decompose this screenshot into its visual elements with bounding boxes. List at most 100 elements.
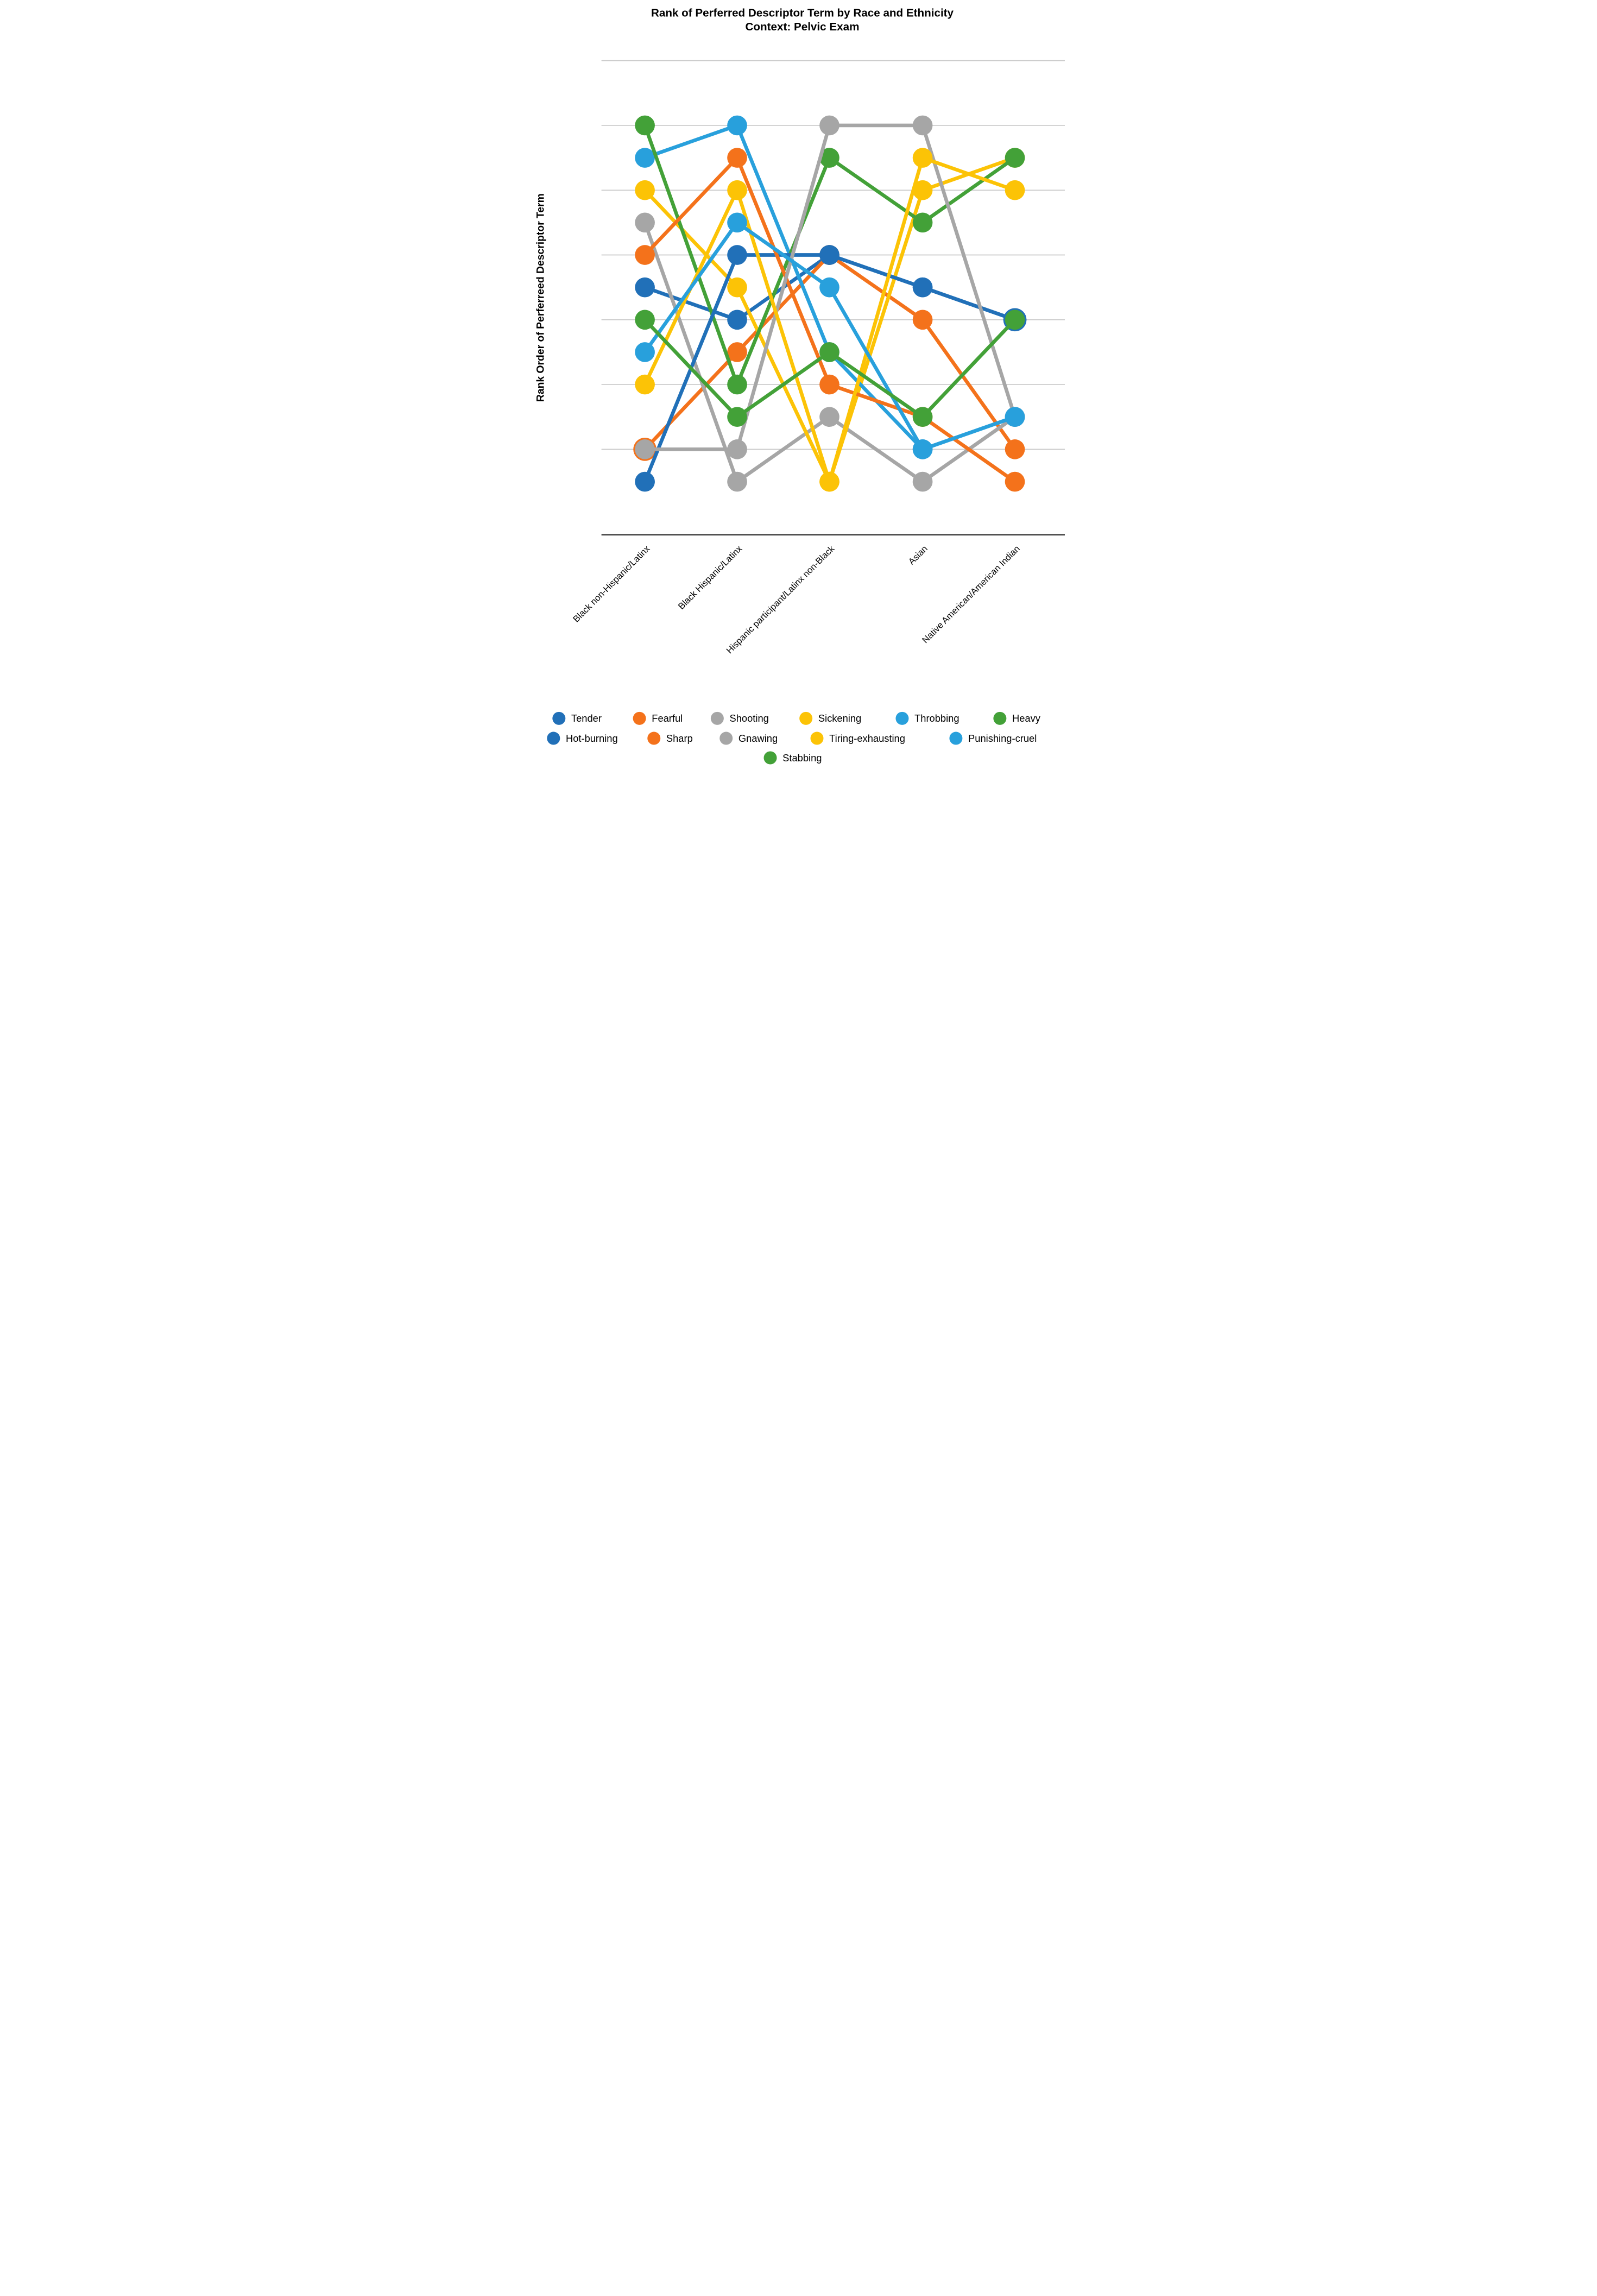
x-axis-category-labels: Black non-Hispanic/Latinx Black Hispanic/… (571, 543, 1021, 655)
dot-gnawing-3 (912, 115, 932, 136)
legend-label-throbbing: Throbbing (914, 712, 959, 724)
legend-label-gnawing: Gnawing (738, 733, 777, 744)
dot-punishing-cruel-2 (819, 277, 839, 298)
dot-shooting-2 (819, 407, 839, 427)
legend-label-tender: Tender (571, 712, 601, 724)
dot-gnawing-2 (819, 115, 839, 136)
legend-marker-hot-burning (546, 731, 560, 745)
legend-label-fearful: Fearful (652, 712, 683, 724)
dot-tiring-exhausting-2 (819, 471, 839, 492)
legend-marker-sharp (647, 731, 660, 745)
legend-marker-tiring-exhausting (810, 731, 823, 745)
series-stabbing (634, 310, 1025, 427)
dot-gnawing-1 (727, 439, 747, 459)
legend-marker-stabbing (763, 751, 777, 765)
chart-title: Rank of Perferred Descriptor Term by Rac… (651, 7, 954, 20)
dot-gnawing-0 (634, 439, 655, 459)
dot-tiring-exhausting-3 (912, 148, 932, 168)
legend-item-hot-burning: Hot-burning (546, 731, 617, 745)
legend-item-gnawing: Gnawing (719, 731, 778, 745)
dot-punishing-cruel-1 (727, 212, 747, 233)
x-tick-label-black-non-hispanic-latinx: Black non-Hispanic/Latinx (571, 543, 652, 624)
dot-heavy-3 (912, 212, 932, 233)
y-axis-label: Rank Order of Perferreed Descriptor Term (535, 193, 546, 402)
dot-shooting-0 (634, 212, 655, 233)
legend-item-stabbing: Stabbing (763, 751, 822, 765)
dot-throbbing-1 (727, 115, 747, 136)
dot-shooting-1 (727, 471, 747, 492)
series-punishing-cruel (634, 212, 1025, 459)
legend-marker-sickening (799, 711, 812, 725)
dot-hot-burning-1 (727, 245, 747, 265)
legend: Tender Fearful Shooting Sickening Throbbing H… (546, 711, 1041, 765)
legend-marker-shooting (710, 711, 724, 725)
dot-heavy-2 (819, 148, 839, 168)
legend-item-sharp: Sharp (647, 731, 692, 745)
dot-sickening-1 (727, 277, 747, 298)
dot-tiring-exhausting-1 (727, 180, 747, 200)
legend-item-heavy: Heavy (993, 711, 1041, 725)
dot-tender-0 (634, 277, 655, 298)
dot-throbbing-0 (634, 148, 655, 168)
series-heavy (634, 115, 1025, 395)
legend-label-sharp: Sharp (666, 733, 692, 744)
dot-stabbing-3 (912, 407, 932, 427)
dot-punishing-cruel-0 (634, 342, 655, 362)
dot-heavy-4 (1005, 148, 1025, 168)
legend-marker-fearful (633, 711, 646, 725)
series-gnawing (634, 115, 1025, 459)
dot-sharp-1 (727, 148, 747, 168)
dot-fearful-3 (912, 310, 932, 330)
dot-tiring-exhausting-4 (1005, 180, 1025, 200)
dot-stabbing-2 (819, 342, 839, 362)
legend-item-fearful: Fearful (633, 711, 683, 725)
dot-hot-burning-3 (912, 277, 932, 298)
x-tick-label-asian: Asian (906, 544, 930, 567)
legend-label-stabbing: Stabbing (782, 752, 822, 764)
chart-page: Rank of Perferred Descriptor Term by Rac… (532, 0, 1065, 765)
x-tick-label-native-american-american-indian: Native American/American Indian (920, 544, 1022, 646)
legend-item-tender: Tender (552, 711, 601, 725)
dot-sharp-2 (819, 374, 839, 395)
dot-stabbing-0 (634, 310, 655, 330)
legend-item-tiring-exhausting: Tiring-exhausting (810, 731, 905, 745)
dot-punishing-cruel-4 (1005, 407, 1025, 427)
dot-stabbing-1 (727, 407, 747, 427)
chart-subtitle: Context: Pelvic Exam (745, 21, 859, 33)
dot-sickening-0 (634, 180, 655, 200)
legend-label-punishing-cruel: Punishing-cruel (968, 733, 1037, 744)
x-tick-label-black-hispanic-latinx: Black Hispanic/Latinx (676, 543, 744, 611)
dot-heavy-1 (727, 374, 747, 395)
legend-item-shooting: Shooting (710, 711, 768, 725)
legend-marker-punishing-cruel (949, 731, 962, 745)
series-lines-and-dots (633, 115, 1026, 492)
legend-item-punishing-cruel: Punishing-cruel (949, 731, 1037, 745)
series-tiring-exhausting (634, 148, 1025, 492)
dot-sharp-0 (634, 245, 655, 265)
dot-sickening-3 (912, 180, 932, 200)
dot-punishing-cruel-3 (912, 439, 932, 459)
legend-marker-tender (552, 711, 565, 725)
legend-item-throbbing: Throbbing (895, 711, 959, 725)
dot-fearful-4 (1005, 439, 1025, 459)
dot-fearful-1 (727, 342, 747, 362)
legend-label-heavy: Heavy (1012, 712, 1041, 724)
legend-label-hot-burning: Hot-burning (565, 733, 617, 744)
legend-item-sickening: Sickening (799, 711, 861, 725)
legend-label-sickening: Sickening (818, 712, 861, 724)
dot-sharp-4 (1005, 471, 1025, 492)
x-tick-label-hispanic-participant-latinx-non-black: Hispanic participant/Latinx non-Black (724, 543, 836, 655)
legend-marker-gnawing (719, 731, 733, 745)
legend-label-shooting: Shooting (729, 712, 768, 724)
dot-stabbing-4 (1005, 310, 1025, 330)
legend-label-tiring-exhausting: Tiring-exhausting (829, 733, 905, 744)
legend-marker-throbbing (895, 711, 908, 725)
dot-tender-1 (727, 310, 747, 330)
dot-hot-burning-0 (634, 471, 655, 492)
dot-shooting-3 (912, 471, 932, 492)
dot-hot-burning-2 (819, 245, 839, 265)
dot-tiring-exhausting-0 (634, 374, 655, 395)
legend-marker-heavy (993, 711, 1006, 725)
dot-heavy-0 (634, 115, 655, 136)
rank-bump-chart: Rank of Perferred Descriptor Term by Rac… (535, 7, 1065, 765)
